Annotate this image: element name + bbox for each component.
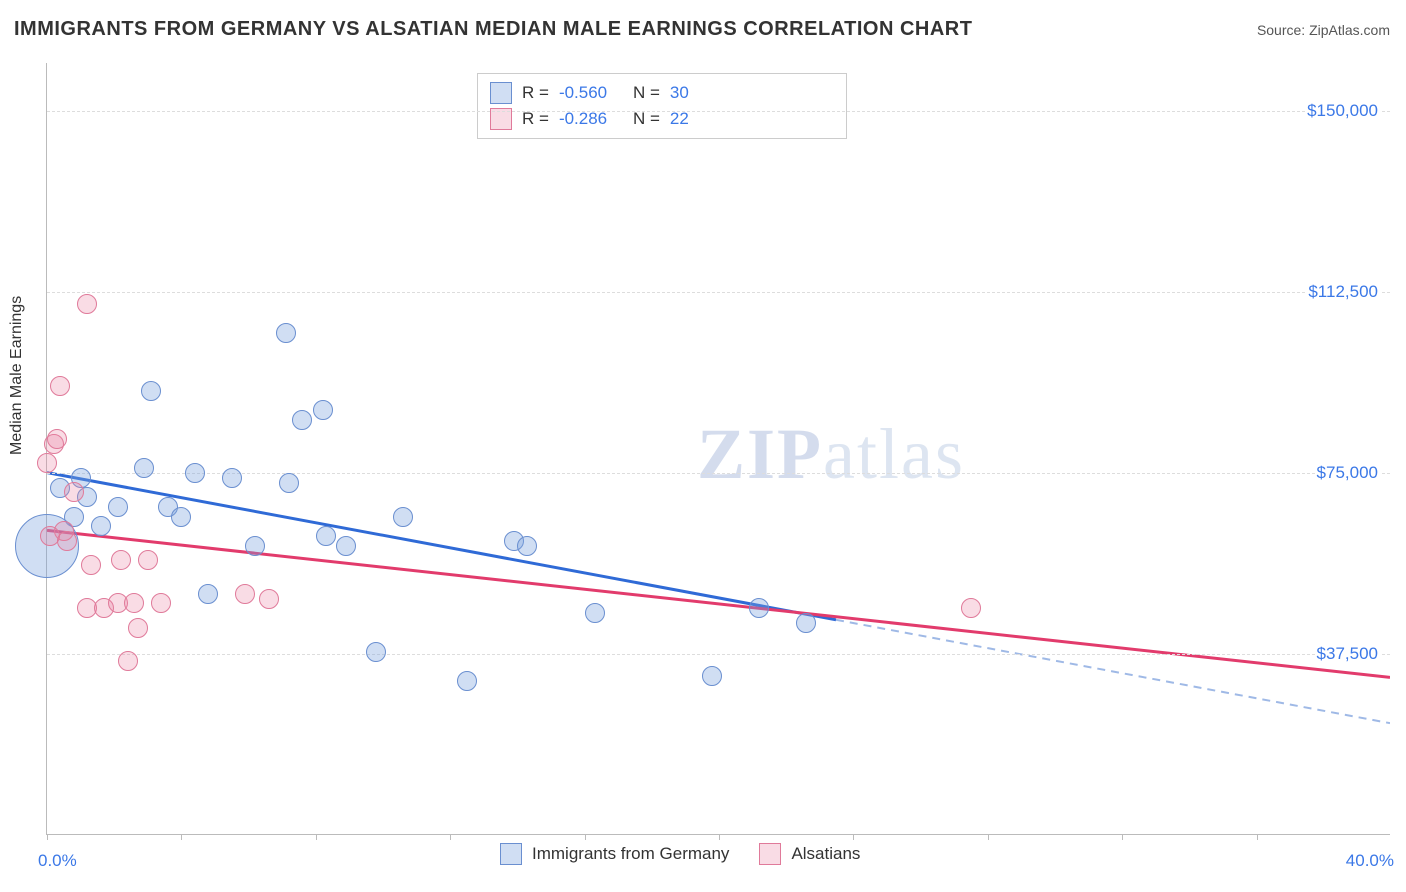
scatter-point-alsatians — [235, 584, 255, 604]
scatter-point-germany — [134, 458, 154, 478]
scatter-point-germany — [457, 671, 477, 691]
scatter-point-germany — [141, 381, 161, 401]
x-tick-mark — [47, 834, 48, 840]
scatter-point-germany — [749, 598, 769, 618]
scatter-point-alsatians — [64, 482, 84, 502]
scatter-point-alsatians — [81, 555, 101, 575]
series-legend-item-alsatians: Alsatians — [759, 843, 860, 865]
scatter-point-germany — [245, 536, 265, 556]
gridline-h — [47, 473, 1390, 474]
scatter-point-alsatians — [138, 550, 158, 570]
scatter-point-alsatians — [47, 429, 67, 449]
scatter-point-germany — [585, 603, 605, 623]
scatter-point-alsatians — [118, 651, 138, 671]
x-tick-mark — [585, 834, 586, 840]
scatter-point-alsatians — [77, 294, 97, 314]
r-value: -0.560 — [559, 83, 623, 103]
corr-legend-row-alsatians: R =-0.286N =22 — [490, 106, 834, 132]
trend-lines-layer — [47, 63, 1390, 834]
legend-swatch — [759, 843, 781, 865]
y-tick-label: $150,000 — [1305, 101, 1380, 121]
scatter-point-alsatians — [57, 531, 77, 551]
gridline-h — [47, 292, 1390, 293]
x-tick-mark — [316, 834, 317, 840]
scatter-point-germany — [171, 507, 191, 527]
x-tick-mark — [988, 834, 989, 840]
scatter-point-germany — [198, 584, 218, 604]
scatter-point-germany — [336, 536, 356, 556]
scatter-point-germany — [91, 516, 111, 536]
scatter-point-germany — [185, 463, 205, 483]
series-legend-item-germany: Immigrants from Germany — [500, 843, 729, 865]
correlation-legend: R = -0.560 N = 30 R =-0.286N =22 — [477, 73, 847, 139]
x-tick-mark — [853, 834, 854, 840]
n-label: N = — [633, 83, 660, 103]
legend-swatch — [490, 82, 512, 104]
chart-title: IMMIGRANTS FROM GERMANY VS ALSATIAN MEDI… — [14, 18, 972, 41]
x-tick-mark — [1122, 834, 1123, 840]
r-label: R = — [522, 83, 549, 103]
watermark-rest: atlas — [823, 414, 965, 494]
watermark-bold: ZIP — [697, 414, 823, 494]
scatter-point-germany — [108, 497, 128, 517]
source-label: Source: ZipAtlas.com — [1257, 22, 1390, 38]
series-label: Alsatians — [791, 844, 860, 864]
scatter-point-alsatians — [961, 598, 981, 618]
series-legend: Immigrants from Germany Alsatians — [500, 843, 860, 865]
scatter-point-germany — [316, 526, 336, 546]
scatter-point-germany — [276, 323, 296, 343]
scatter-point-germany — [292, 410, 312, 430]
series-label: Immigrants from Germany — [532, 844, 729, 864]
gridline-h — [47, 654, 1390, 655]
x-tick-mark — [181, 834, 182, 840]
scatter-point-alsatians — [151, 593, 171, 613]
scatter-point-alsatians — [50, 376, 70, 396]
scatter-point-germany — [313, 400, 333, 420]
y-axis-label: Median Male Earnings — [8, 296, 26, 455]
n-value: 30 — [670, 83, 689, 103]
legend-swatch — [500, 843, 522, 865]
scatter-point-germany — [222, 468, 242, 488]
y-tick-label: $37,500 — [1315, 644, 1380, 664]
gridline-h — [47, 111, 1390, 112]
scatter-point-alsatians — [111, 550, 131, 570]
scatter-point-germany — [702, 666, 722, 686]
corr-legend-row-germany: R = -0.560 N = 30 — [490, 80, 834, 106]
scatter-point-germany — [279, 473, 299, 493]
watermark: ZIPatlas — [697, 413, 965, 496]
x-tick-mark — [1257, 834, 1258, 840]
chart-container: Median Male Earnings ZIPatlas R = -0.560 N… — [0, 55, 1406, 892]
scatter-point-alsatians — [124, 593, 144, 613]
trend-line-dash-germany — [836, 620, 1390, 723]
y-tick-label: $112,500 — [1306, 282, 1380, 302]
x-min-label: 0.0% — [38, 851, 77, 871]
plot-area: ZIPatlas R = -0.560 N = 30 R =-0.286N =22 $3… — [46, 63, 1390, 835]
x-max-label: 40.0% — [1346, 851, 1394, 871]
scatter-point-germany — [796, 613, 816, 633]
scatter-point-alsatians — [259, 589, 279, 609]
scatter-point-germany — [393, 507, 413, 527]
x-tick-mark — [450, 834, 451, 840]
scatter-point-germany — [366, 642, 386, 662]
scatter-point-alsatians — [128, 618, 148, 638]
scatter-point-germany — [517, 536, 537, 556]
scatter-point-alsatians — [37, 453, 57, 473]
y-tick-label: $75,000 — [1315, 463, 1380, 483]
x-tick-mark — [719, 834, 720, 840]
